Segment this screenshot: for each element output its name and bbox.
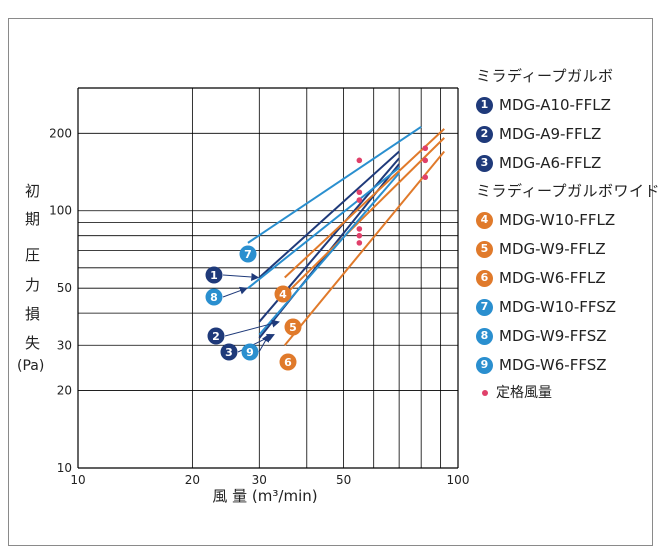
rated-point: [356, 189, 363, 196]
rated-point: [356, 240, 363, 246]
series-badge-circle: [274, 285, 292, 303]
y-axis-label-char: 初: [25, 182, 41, 200]
legend-item: 4 MDG-W10-FFLZ: [476, 210, 660, 230]
series-badge-number: 6: [284, 356, 292, 369]
series-badge-number: 3: [225, 346, 233, 359]
series-badge-circle: [241, 343, 259, 361]
series-badge-number: 4: [279, 288, 287, 301]
series-line-8: [247, 166, 400, 289]
series-badge-number: 2: [212, 330, 220, 343]
series-badge-circle: [279, 353, 297, 371]
series-badge-circle: [284, 318, 302, 336]
legend-label: MDG-W9-FFSZ: [499, 327, 607, 345]
y-tick-label: 50: [57, 281, 72, 295]
legend-item: 7 MDG-W10-FFSZ: [476, 297, 660, 317]
legend-item: 9 MDG-W6-FFSZ: [476, 355, 660, 375]
series-badge: 8: [476, 327, 493, 345]
rated-airflow-label: 定格風量: [496, 385, 552, 401]
legend-item: 8 MDG-W9-FFSZ: [476, 326, 660, 346]
callout-arrow: [222, 286, 248, 298]
series-badge-number: 7: [244, 248, 252, 261]
y-tick-label: 10: [57, 461, 72, 475]
legend-item: 6 MDG-W6-FFLZ: [476, 268, 660, 288]
legend-group-title: ミラディープガルボ: [476, 67, 614, 85]
series-badge: 2: [476, 125, 493, 143]
series-badge: 6: [476, 269, 493, 287]
legend: ミラディープガルボ 1 MDG-A10-FFLZ 2 MDG-A9-FFLZ 3…: [476, 66, 660, 403]
series-badge-circle: [220, 343, 238, 361]
series-badge-circle: [239, 245, 257, 263]
y-axis-label-char: 失: [25, 334, 41, 352]
y-tick-label: 200: [49, 126, 72, 140]
y-axis-unit: (Pa): [17, 358, 45, 374]
rated-dot-icon: [482, 390, 488, 396]
x-tick-label: 10: [70, 473, 85, 487]
legend-label: MDG-A10-FFLZ: [499, 96, 611, 114]
legend-group-title: ミラディープガルボワイド: [476, 182, 661, 200]
series-line-9: [258, 172, 400, 336]
series-badge-number: 9: [246, 346, 254, 359]
series-badge-number: 5: [289, 321, 297, 334]
legend-item: 2 MDG-A9-FFLZ: [476, 124, 660, 144]
series-badge-circle: [205, 288, 223, 306]
x-axis-label: 風 量 (m³/min): [212, 487, 317, 505]
legend-label: MDG-A9-FFLZ: [499, 125, 602, 143]
legend-item: 3 MDG-A6-FFLZ: [476, 153, 660, 173]
x-tick-label: 50: [336, 473, 351, 487]
series-badge: 4: [476, 211, 493, 229]
legend-label: MDG-A6-FFLZ: [499, 154, 602, 172]
legend-item: 5 MDG-W9-FFLZ: [476, 239, 660, 259]
legend-group-b: ミラディープガルボワイド 4 MDG-W10-FFLZ 5 MDG-W9-FFL…: [476, 181, 660, 375]
series-badge: 3: [476, 154, 493, 172]
callout-arrow: [222, 273, 260, 282]
series-line-7: [247, 125, 422, 244]
series-line-4: [284, 128, 445, 279]
series-line-1: [258, 150, 400, 279]
legend-label: MDG-W6-FFSZ: [499, 356, 607, 374]
y-tick-label: 20: [57, 384, 72, 398]
callout-arrow: [258, 333, 270, 353]
legend-label: MDG-W9-FFLZ: [499, 240, 606, 258]
series-badge: 7: [476, 298, 493, 316]
y-axis-label-char: 力: [25, 276, 41, 294]
x-tick-label: 30: [252, 473, 267, 487]
y-axis-label-char: 期: [25, 210, 41, 228]
legend-label: MDG-W10-FFSZ: [499, 298, 617, 316]
x-tick-label: 20: [185, 473, 200, 487]
series-badge-circle: [207, 327, 225, 345]
legend-label: MDG-W10-FFLZ: [499, 211, 616, 229]
y-axis-label-char: 圧: [25, 246, 41, 264]
y-tick-label: 30: [57, 338, 72, 352]
legend-group-a: ミラディープガルボ 1 MDG-A10-FFLZ 2 MDG-A9-FFLZ 3…: [476, 66, 660, 173]
legend-rated-airflow: 定格風量: [476, 383, 660, 403]
rated-point: [422, 145, 429, 152]
rated-point: [356, 226, 363, 232]
series-badge-circle: [205, 266, 223, 284]
series-badge-number: 8: [210, 291, 218, 304]
callout-arrow: [224, 319, 280, 337]
series-line-5: [284, 137, 445, 296]
series-badge: 5: [476, 240, 493, 258]
rated-point: [422, 157, 429, 164]
y-axis-label-char: 損: [25, 305, 41, 323]
series-badge: 9: [476, 356, 493, 374]
rated-point: [356, 232, 363, 239]
y-tick-label: 100: [49, 204, 72, 218]
series-badge-number: 1: [210, 269, 218, 282]
series-badge: 1: [476, 96, 493, 114]
series-line-6: [283, 150, 446, 346]
rated-point: [356, 157, 363, 164]
x-tick-label: 100: [447, 473, 470, 487]
rated-point: [422, 174, 429, 181]
legend-label: MDG-W6-FFLZ: [499, 269, 606, 287]
chart-frame: [8, 18, 653, 546]
legend-item: 1 MDG-A10-FFLZ: [476, 95, 660, 115]
rated-point: [356, 197, 363, 203]
